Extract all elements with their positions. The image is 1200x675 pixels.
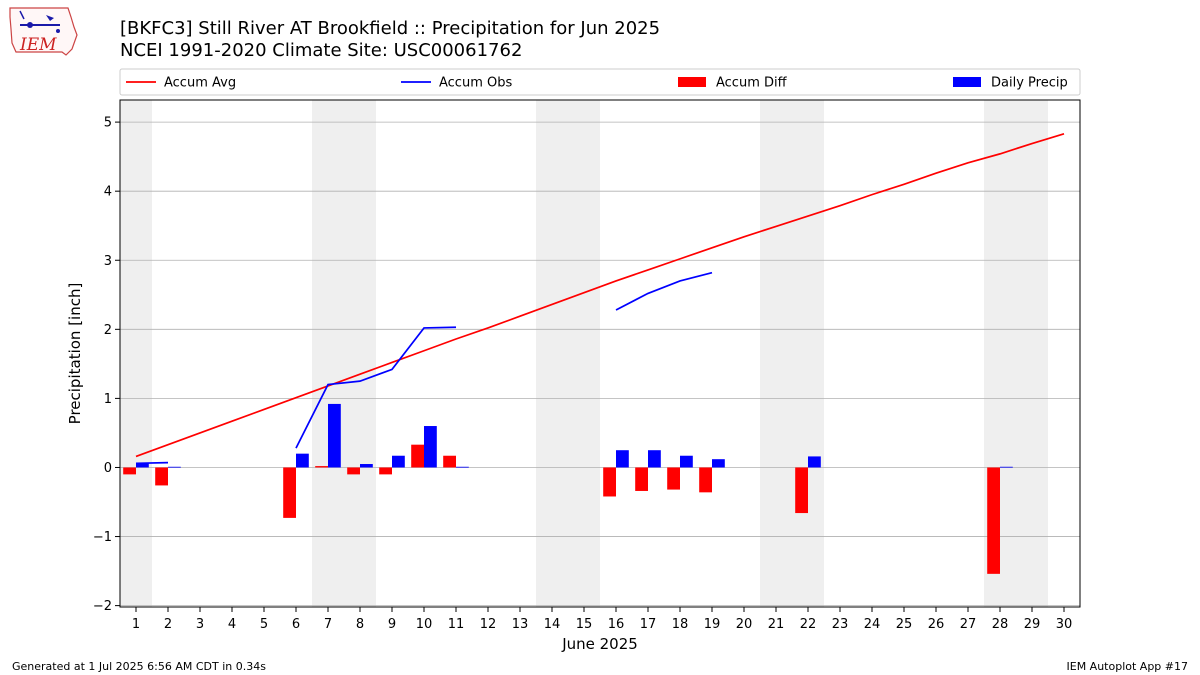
daily-precip-bar xyxy=(648,450,661,468)
iem-logo: IEM xyxy=(8,5,80,63)
accum-diff-bar xyxy=(315,466,328,468)
x-tick-label: 20 xyxy=(736,617,753,632)
daily-precip-bar xyxy=(392,455,405,468)
legend-swatch xyxy=(953,77,981,87)
weekend-shade xyxy=(760,100,824,607)
weekend-shade xyxy=(536,100,600,607)
daily-precip-bar xyxy=(296,453,309,468)
y-tick-label: 0 xyxy=(104,461,112,476)
x-tick-label: 3 xyxy=(196,617,204,632)
legend-label: Accum Diff xyxy=(716,76,788,91)
x-tick-label: 1 xyxy=(132,617,140,632)
legend-item: Accum Avg xyxy=(126,76,236,91)
weekend-shade xyxy=(120,100,152,607)
y-tick-label: −1 xyxy=(93,530,112,545)
accum-diff-bar xyxy=(123,467,136,475)
x-tick-label: 5 xyxy=(260,617,268,632)
x-tick-label: 17 xyxy=(640,617,657,632)
x-tick-label: 26 xyxy=(928,617,945,632)
legend-item: Daily Precip xyxy=(953,76,1068,91)
daily-precip-bar xyxy=(424,426,437,468)
legend-label: Accum Avg xyxy=(164,76,236,91)
y-axis-label: Precipitation [inch] xyxy=(66,283,84,425)
x-tick-label: 6 xyxy=(292,617,300,632)
chart-subtitle: NCEI 1991-2020 Climate Site: USC00061762 xyxy=(120,40,523,61)
x-tick-label: 7 xyxy=(324,617,332,632)
x-tick-label: 21 xyxy=(768,617,785,632)
daily-precip-bar xyxy=(136,463,149,468)
accum-diff-bar xyxy=(699,467,712,493)
x-tick-label: 10 xyxy=(416,617,433,632)
daily-precip-bar xyxy=(360,464,373,468)
daily-precip-bar xyxy=(616,450,629,468)
chart-title: [BKFC3] Still River AT Brookfield :: Pre… xyxy=(120,18,661,39)
legend-label: Accum Obs xyxy=(439,76,512,91)
daily-precip-bar xyxy=(456,466,469,468)
daily-precip-bar xyxy=(808,456,821,468)
x-tick-label: 12 xyxy=(480,617,497,632)
daily-precip-bar xyxy=(712,459,725,468)
y-tick-label: 1 xyxy=(104,392,112,407)
accum-diff-bar xyxy=(795,467,808,514)
accum-diff-bar xyxy=(603,467,616,497)
x-tick-label: 23 xyxy=(832,617,849,632)
daily-precip-bar xyxy=(1000,466,1013,468)
x-tick-label: 29 xyxy=(1024,617,1041,632)
daily-precip-bar xyxy=(328,403,341,468)
accum-obs-line xyxy=(615,271,713,311)
plot-frame xyxy=(119,99,1081,608)
x-tick-label: 27 xyxy=(960,617,977,632)
x-tick-label: 13 xyxy=(512,617,529,632)
y-tick-label: 3 xyxy=(104,254,112,269)
legend-item: Accum Diff xyxy=(678,76,788,91)
logo-text: IEM xyxy=(19,35,57,55)
x-tick-label: 11 xyxy=(448,617,465,632)
footer-app: IEM Autoplot App #17 xyxy=(1066,660,1189,673)
accum-diff-bar xyxy=(347,467,360,475)
accum-diff-bar xyxy=(667,467,680,490)
legend-box xyxy=(119,68,1081,96)
x-tick-label: 30 xyxy=(1056,617,1073,632)
y-tick-label: 5 xyxy=(104,116,112,131)
daily-precip-bar xyxy=(168,466,181,468)
accum-diff-bar xyxy=(411,444,424,468)
accum-diff-bar xyxy=(987,467,1000,574)
accum-diff-bar xyxy=(443,455,456,468)
accum-avg-line xyxy=(135,133,1065,458)
y-tick-label: 4 xyxy=(104,185,112,200)
accum-diff-bar xyxy=(283,467,296,518)
legend-label: Daily Precip xyxy=(991,76,1068,91)
x-tick-label: 4 xyxy=(228,617,236,632)
footer-generated: Generated at 1 Jul 2025 6:56 AM CDT in 0… xyxy=(12,660,266,673)
weekend-shade xyxy=(312,100,376,607)
x-tick-label: 22 xyxy=(800,617,817,632)
x-tick-label: 25 xyxy=(896,617,913,632)
x-tick-label: 16 xyxy=(608,617,625,632)
x-tick-label: 28 xyxy=(992,617,1009,632)
accum-diff-bar xyxy=(635,467,648,491)
accum-diff-bar xyxy=(379,467,392,475)
x-tick-label: 18 xyxy=(672,617,689,632)
accum-obs-line xyxy=(135,461,169,465)
daily-precip-bar xyxy=(680,455,693,468)
x-axis-label: June 2025 xyxy=(561,635,638,653)
x-tick-label: 14 xyxy=(544,617,561,632)
x-tick-label: 9 xyxy=(388,617,396,632)
x-tick-label: 2 xyxy=(164,617,172,632)
accum-obs-line xyxy=(295,326,457,449)
y-tick-label: 2 xyxy=(104,323,112,338)
x-tick-label: 15 xyxy=(576,617,593,632)
x-tick-label: 19 xyxy=(704,617,721,632)
legend: Accum Avg Accum Obs Accum Diff Daily Precip xyxy=(119,68,1081,96)
x-tick-label: 8 xyxy=(356,617,364,632)
y-tick-label: −2 xyxy=(93,599,112,614)
legend-swatch xyxy=(678,77,706,87)
accum-diff-bar xyxy=(155,467,168,486)
legend-item: Accum Obs xyxy=(401,76,512,91)
x-tick-label: 24 xyxy=(864,617,881,632)
